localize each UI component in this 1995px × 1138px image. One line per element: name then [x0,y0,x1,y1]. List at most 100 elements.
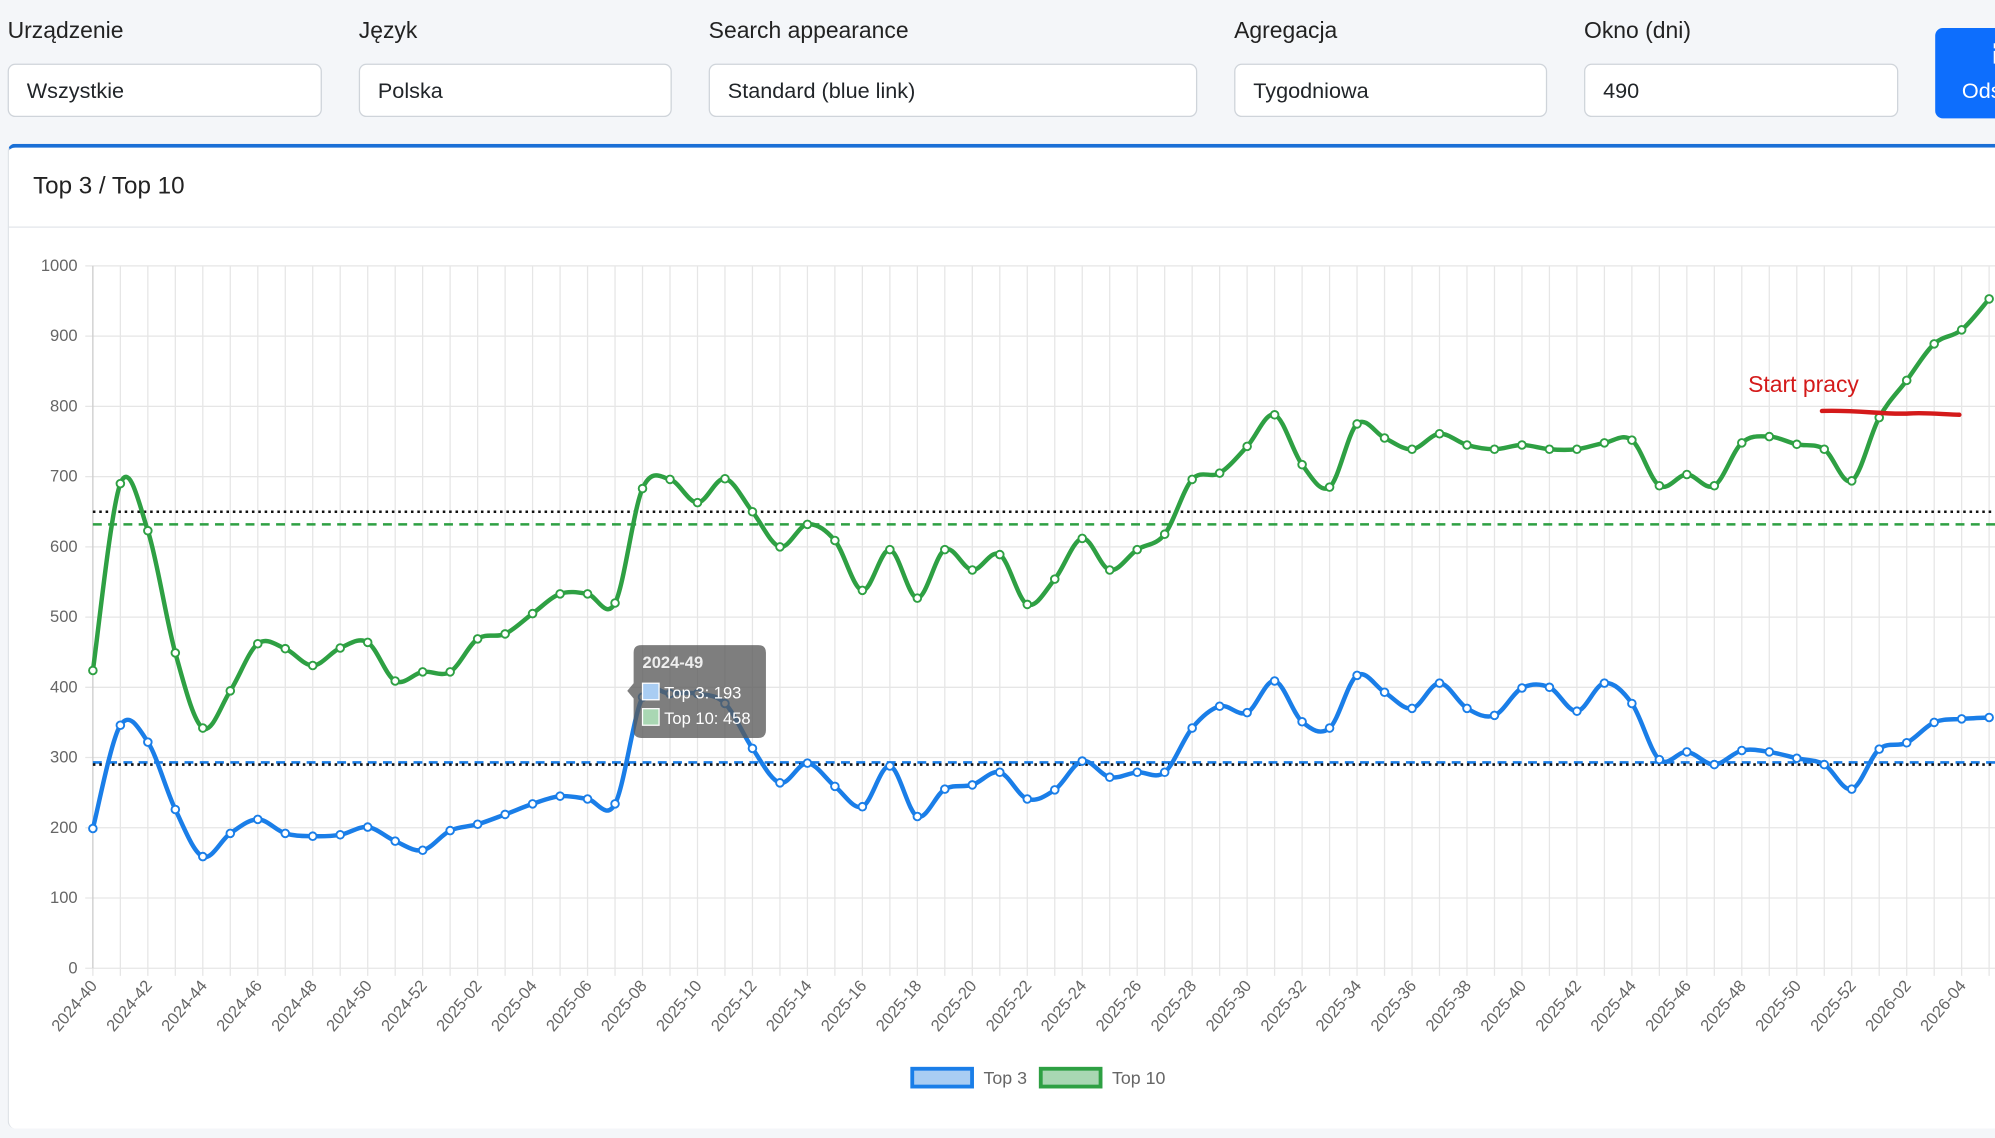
x-tick-label: 2026-04 [1916,976,1970,1035]
data-point [1517,440,1527,450]
data-point [500,809,510,820]
data-point [1462,703,1472,714]
data-point [995,767,1005,778]
y-tick-label: 200 [50,818,78,837]
y-tick-label: 900 [50,326,78,345]
data-point [1352,419,1362,429]
data-point [1956,714,1967,724]
x-tick-label: 2025-38 [1422,976,1476,1035]
data-point [857,801,868,812]
x-tick-label: 2025-42 [1532,976,1586,1035]
x-tick-label: 2025-52 [1806,976,1860,1035]
data-point [1049,574,1060,584]
data-point [1654,480,1665,491]
data-point [912,593,923,603]
x-tick-label: 2025-34 [1312,976,1366,1035]
data-point [1709,759,1720,770]
data-point [1297,459,1307,470]
data-point [1187,474,1197,485]
data-point [1984,712,1994,723]
data-point [1737,438,1747,448]
y-tick-label: 800 [50,396,78,415]
data-point [1269,676,1280,686]
data-point [1544,444,1555,454]
x-tick-label: 2024-40 [47,976,101,1035]
filter-input[interactable]: Polska [358,63,672,118]
filter-input[interactable]: Standard (blue link) [708,63,1198,118]
data-point [555,791,565,801]
data-point [1324,723,1335,733]
data-point [1764,747,1775,757]
data-point [747,506,758,517]
data-point [417,845,428,856]
data-point [1049,785,1060,795]
x-tick-label: 2025-10 [652,976,706,1035]
data-point [940,544,950,555]
tooltip-swatch [641,682,660,701]
data-point [472,819,483,830]
tooltip-line: Top 10: 458 [664,709,750,728]
data-point [1077,533,1088,544]
y-tick-label: 400 [50,677,78,696]
legend-swatch [910,1066,974,1089]
data-point [582,589,593,599]
data-point [885,761,895,771]
data-point [1709,480,1720,491]
data-point [527,799,538,809]
x-tick-label: 2024-50 [322,976,376,1035]
data-point [1159,767,1170,778]
y-tick-label: 100 [50,888,78,907]
y-tick-label: 0 [68,958,77,977]
x-tick-label: 2025-50 [1751,976,1805,1035]
data-point [1599,678,1610,688]
data-point [1214,701,1225,712]
x-tick-label: 2025-22 [982,976,1036,1035]
data-point [1572,706,1582,716]
x-tick-label: 2024-52 [377,976,431,1035]
x-tick-label: 2025-46 [1641,976,1695,1035]
y-tick-label: 600 [50,537,78,556]
legend-label: Top 3 [984,1068,1028,1088]
x-tick-label: 2025-30 [1202,976,1256,1035]
data-point [1764,431,1775,442]
filter-input[interactable]: 490 [1584,63,1899,118]
data-point [1654,754,1665,765]
data-point [830,535,840,546]
data-point [1737,745,1747,756]
x-tick-label: 2025-16 [817,976,871,1035]
data-point [280,828,291,839]
data-point [1214,468,1225,478]
refresh-button[interactable]: Odś [1935,27,1995,119]
data-point [1956,325,1967,335]
legend-label: Top 10 [1112,1068,1166,1088]
x-tick-label: 2025-44 [1586,976,1640,1035]
data-point [1434,428,1445,439]
x-tick-label: 2025-32 [1257,976,1311,1035]
data-point [1682,747,1692,757]
x-tick-label: 2025-08 [597,976,651,1035]
data-point [1901,738,1912,748]
filter-label: Okno (dni) [1584,17,1691,44]
data-point [1517,683,1527,693]
data-point [225,828,236,839]
data-point [1352,670,1362,681]
annotation-text: Start pracy [1748,371,1859,397]
data-point [830,781,840,792]
filter-label: Agregacja [1234,17,1338,44]
x-tick-label: 2025-36 [1367,976,1421,1035]
data-point [1242,441,1252,452]
filter-input[interactable]: Wszystkie [7,63,322,118]
data-point [143,525,153,536]
data-point [198,723,208,733]
data-point [1407,444,1417,454]
data-point [390,676,400,686]
data-point [390,836,400,846]
data-point [527,608,538,619]
data-point [115,478,126,489]
series-line [90,297,1991,732]
filter-input[interactable]: Tygodniowa [1234,63,1548,118]
data-point [1407,703,1417,714]
x-tick-label: 2026-02 [1861,976,1915,1035]
data-point [1792,753,1802,764]
